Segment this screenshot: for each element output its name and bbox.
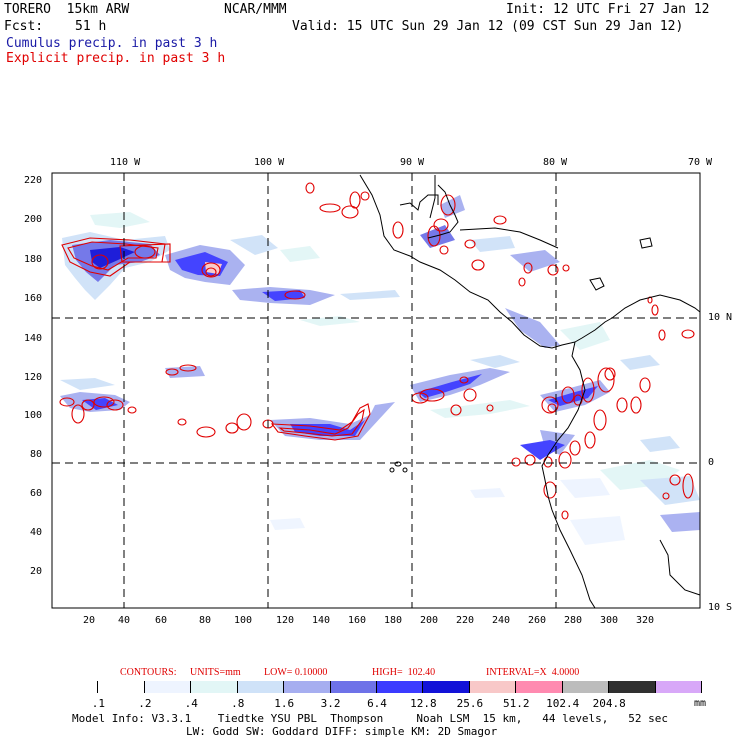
x-tick: 60 — [155, 615, 168, 626]
forecast-label: Fcst: — [4, 19, 44, 34]
contours-label: CONTOURS: — [120, 667, 177, 678]
lat-label-10s: 10 S — [708, 602, 733, 613]
colorbar-unit: mm — [694, 698, 707, 709]
colorbar-cell — [284, 681, 331, 693]
legend-cumulus: Cumulus precip. in past 3 h — [6, 36, 218, 51]
legend-explicit: Explicit precip. in past 3 h — [6, 51, 226, 66]
colorbar-label: 102.4 — [546, 697, 580, 710]
lat-label-10n: 10 N — [708, 312, 733, 323]
forecast-hours: 51 h — [75, 19, 107, 34]
contours-interval: INTERVAL=X 4.0000 — [486, 667, 580, 678]
colorbar-cell — [469, 681, 517, 693]
x-tick: 160 — [348, 615, 367, 626]
colorbar-label: .2 — [138, 697, 152, 710]
y-tick: 80 — [30, 449, 43, 460]
explicit-precip-contours — [59, 182, 695, 520]
contours-low: LOW= 0.10000 — [264, 667, 328, 678]
colorbar-cell — [144, 681, 192, 693]
galapagos-islands — [389, 461, 408, 473]
lon-label-70w: 70 W — [688, 157, 713, 168]
colorbar-cell — [52, 681, 99, 693]
graticule — [52, 173, 700, 608]
y-tick: 40 — [30, 527, 43, 538]
model-info: Model Info: V3.3.1 Tiedtke YSU PBL Thomp… — [72, 712, 669, 725]
colorbar-cell — [191, 681, 238, 693]
colorbar-cell — [98, 681, 145, 693]
colorbar-label: .8 — [231, 697, 245, 710]
colorbar-cell — [516, 681, 563, 693]
x-tick: 240 — [492, 615, 511, 626]
contours-units: UNITS=mm — [190, 667, 241, 678]
x-tick: 40 — [118, 615, 131, 626]
colorbar-cell — [377, 681, 424, 693]
colorbar-cell — [330, 681, 377, 693]
y-tick: 60 — [30, 488, 43, 499]
x-tick: 100 — [234, 615, 253, 626]
map-frame — [51, 172, 701, 609]
model-title: TORERO 15km ARW — [4, 2, 130, 17]
x-tick: 20 — [83, 615, 96, 626]
coastlines — [359, 174, 701, 609]
y-tick: 220 — [24, 175, 43, 186]
colorbar-cell — [609, 681, 656, 693]
lon-label-110w: 110 W — [110, 157, 141, 168]
x-tick: 280 — [564, 615, 583, 626]
x-tick: 180 — [384, 615, 403, 626]
colorbar-label: 25.6 — [456, 697, 484, 710]
y-tick: 160 — [24, 293, 43, 304]
lon-label-90w: 90 W — [400, 157, 425, 168]
x-tick: 80 — [199, 615, 212, 626]
y-tick: 140 — [24, 333, 43, 344]
x-tick: 320 — [636, 615, 655, 626]
x-tick: 140 — [312, 615, 331, 626]
y-tick: 20 — [30, 566, 43, 577]
lon-label-80w: 80 W — [543, 157, 568, 168]
colorbar-cell — [237, 681, 285, 693]
colorbar-cell — [562, 681, 610, 693]
colorbar-label: .4 — [184, 697, 198, 710]
colorbar-label: 51.2 — [503, 697, 530, 710]
colorbar-label: .1 — [91, 697, 106, 710]
lon-label-100w: 100 W — [254, 157, 285, 168]
organization: NCAR/MMM — [224, 2, 287, 17]
contours-high: HIGH= 102.40 — [372, 667, 436, 678]
x-tick: 260 — [528, 615, 547, 626]
colorbar-label: 1.6 — [274, 697, 295, 710]
colorbar-label: 6.4 — [367, 697, 387, 710]
y-tick: 180 — [24, 254, 43, 265]
colorbar-label: 12.8 — [410, 697, 437, 710]
y-tick: 120 — [24, 372, 43, 383]
model-physics: LW: Godd SW: Goddard DIFF: simple KM: 2D… — [186, 725, 498, 738]
colorbar-label: 3.2 — [320, 697, 341, 710]
init-time: Init: 12 UTC Fri 27 Jan 12 — [506, 2, 710, 17]
valid-time: Valid: 15 UTC Sun 29 Jan 12 (09 CST Sun … — [292, 19, 684, 34]
y-tick: 200 — [24, 214, 43, 225]
x-tick: 120 — [276, 615, 295, 626]
colorbar-cell — [655, 681, 702, 693]
colorbar-label: 204.8 — [592, 697, 626, 710]
x-tick: 200 — [420, 615, 439, 626]
colorbar-cell — [423, 681, 470, 693]
x-tick: 220 — [456, 615, 475, 626]
lat-label-0: 0 — [708, 457, 715, 468]
y-tick: 100 — [24, 410, 43, 421]
x-tick: 300 — [600, 615, 619, 626]
